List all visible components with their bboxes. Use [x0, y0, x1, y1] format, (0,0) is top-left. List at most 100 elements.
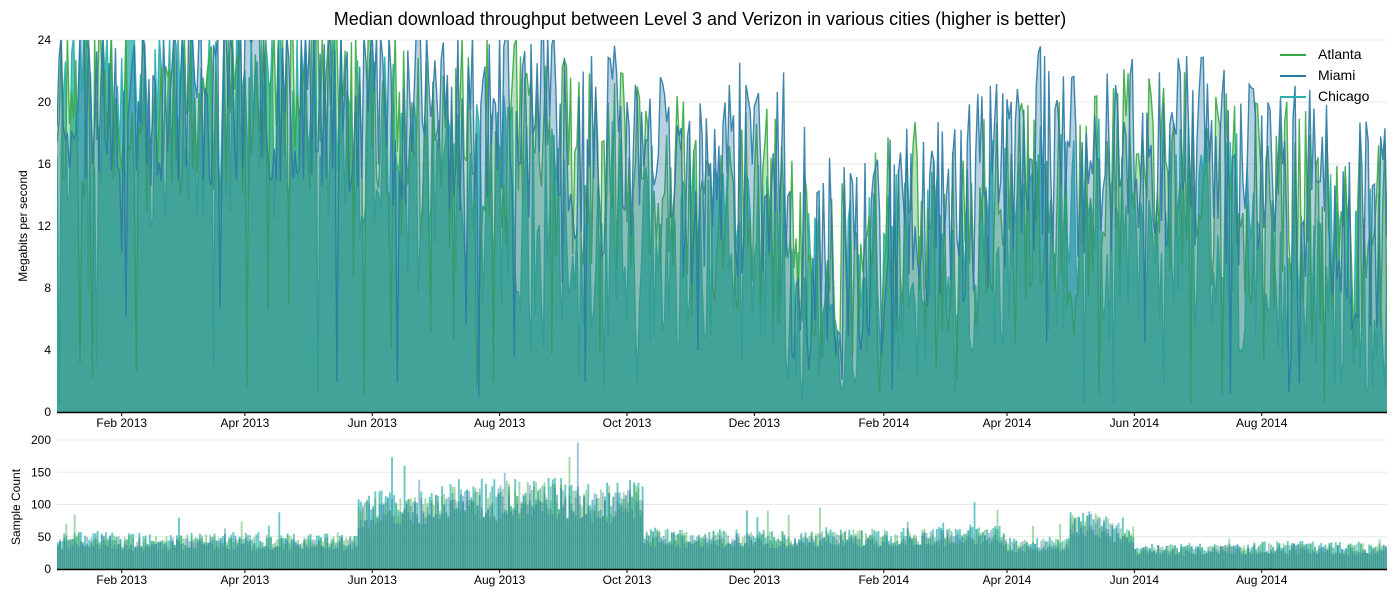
sample-bar [758, 537, 761, 569]
sample-bar [395, 523, 398, 569]
sample-bar [466, 490, 469, 569]
sample-bar [971, 537, 974, 569]
sample-bar [265, 534, 268, 569]
sample-bar [764, 543, 767, 569]
sample-bar [489, 492, 492, 569]
sample-bar [654, 527, 657, 569]
sample-bar [931, 534, 934, 569]
sample-bar [1341, 548, 1343, 569]
sample-bar [988, 533, 991, 569]
sample-bar [839, 535, 842, 569]
sample-bar [1176, 547, 1178, 569]
sample-bar [702, 538, 705, 569]
sample-bar [1194, 550, 1197, 569]
sample-bar [236, 546, 239, 569]
sample-bar [1142, 548, 1145, 569]
sample-bar [380, 490, 383, 569]
sample-bar [913, 537, 915, 569]
sample-bar [1088, 526, 1091, 569]
sample-bar [165, 536, 168, 569]
sample-bar [146, 544, 149, 569]
sample-bar [236, 543, 239, 569]
sample-bar [474, 488, 477, 569]
sample-bar [802, 542, 805, 569]
sample-bar [495, 521, 498, 569]
sample-bar [936, 529, 938, 569]
sample-bar [326, 533, 329, 569]
sample-bar [1046, 547, 1049, 569]
sample-bar [1165, 550, 1168, 569]
sample-bar [635, 485, 638, 569]
sample-bar [716, 539, 719, 569]
sample-bar [522, 496, 525, 569]
sample-bar [798, 540, 801, 569]
sample-bar [1330, 553, 1333, 569]
sample-bar [1378, 543, 1381, 569]
sample-bar [1230, 553, 1233, 569]
sample-bar [858, 538, 861, 569]
sample-bar [929, 531, 932, 569]
sample-bar [1119, 540, 1122, 569]
sample-bar [1203, 554, 1206, 569]
sample-bar [69, 538, 72, 569]
sample-bar [278, 539, 281, 569]
sample-bar [1061, 541, 1064, 569]
sample-bar [948, 537, 951, 569]
sample-bar [345, 537, 348, 569]
sample-bar [608, 485, 611, 569]
sample-bar [631, 496, 634, 569]
sample-bar [201, 535, 203, 569]
sample-bar [132, 550, 135, 569]
sample-bar [282, 543, 285, 569]
sample-bar [326, 537, 329, 569]
sample-bar [1044, 542, 1047, 569]
sample-bar [1349, 544, 1352, 569]
sample-bar [681, 530, 684, 569]
sample-bar [59, 539, 61, 569]
sample-bar [1295, 545, 1298, 569]
sample-bar [1224, 546, 1227, 569]
sample-bar [735, 536, 738, 569]
sample-bar [545, 504, 548, 569]
sample-bar [1263, 552, 1266, 569]
sample-bar [614, 511, 617, 569]
sample-bar [578, 504, 581, 569]
sample-bar [543, 493, 546, 569]
sample-bar [127, 549, 130, 569]
sample-bar [821, 538, 824, 569]
sample-bar [658, 530, 661, 569]
sample-bar [1032, 526, 1034, 569]
sample-bar [885, 535, 888, 569]
sample-bar [359, 511, 362, 569]
sample-bar [735, 533, 738, 569]
sample-bar [1052, 544, 1055, 569]
sample-bar [209, 534, 212, 569]
sample-bar [1123, 535, 1126, 569]
sample-bar [299, 548, 302, 569]
sample-bar [317, 540, 320, 569]
sample-bar [946, 534, 949, 569]
sample-bar [904, 535, 907, 569]
sample-bar [990, 542, 993, 569]
sample-bar [1207, 550, 1210, 569]
sample-bar [1328, 545, 1331, 569]
sample-bar [635, 492, 638, 569]
sample-bar [1092, 529, 1095, 569]
sample-bar [662, 544, 665, 569]
sample-bar [725, 532, 728, 569]
throughput-y-axis-label: Megabits per second [16, 170, 30, 281]
sample-bar [428, 514, 431, 569]
sample-bar [831, 544, 834, 569]
sample-bar [1242, 550, 1245, 569]
sample-bar [633, 519, 636, 569]
sample-bar [537, 491, 540, 569]
sample-bar [524, 492, 527, 569]
sample-bar [482, 516, 485, 569]
sample-bar [923, 528, 926, 569]
sample-bar [829, 543, 832, 569]
sample-bar [981, 541, 984, 569]
sample-bar [973, 544, 976, 569]
sample-bar [637, 501, 640, 569]
sample-bar [284, 543, 287, 569]
